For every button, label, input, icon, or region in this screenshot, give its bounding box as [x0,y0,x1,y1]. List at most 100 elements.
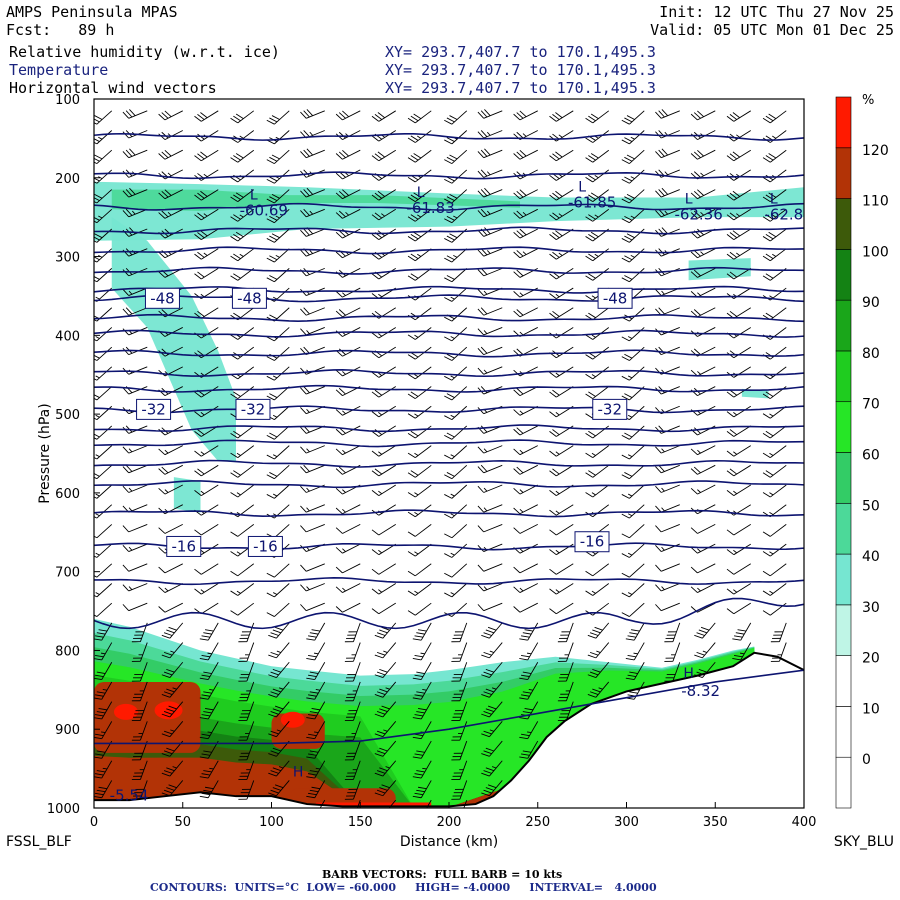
wind-barb [444,386,468,401]
barb-flag [125,149,133,157]
barb-half [164,489,169,493]
contour-note: CONTOURS: UNITS=°C LOW= -60.000 HIGH= -4… [150,881,657,894]
wind-barb [371,602,396,615]
barb-flag [300,111,307,119]
wind-barb [194,445,219,457]
barb-staff [342,523,361,534]
wind-barb [199,622,219,641]
barb-flag [693,348,701,355]
barb-half [522,251,527,255]
barb-flag [274,784,284,789]
wind-barb [268,721,290,738]
barb-half [772,214,777,218]
init-time: Init: 12 UTC Thu 27 Nov 25 [659,3,894,21]
barb-half [697,548,701,552]
barb-flag [477,525,485,533]
wind-barb [94,602,113,617]
y-tick-label: 1000 [47,802,80,817]
barb-flag [414,773,424,776]
barb-flag [549,509,557,516]
wind-barb [412,701,432,720]
barb-flag [410,155,419,161]
wind-barb [335,208,361,219]
barb-flag [194,391,202,398]
barb-flag [737,629,747,632]
y-tick-label: 100 [55,93,80,108]
wind-barb [94,583,113,598]
wind-barb [481,622,503,639]
barb-flag [624,472,633,477]
wind-barb [158,583,183,593]
barb-flag [300,604,307,611]
barb-flag [407,610,416,616]
wind-barb [519,721,539,740]
barb-flag [374,468,383,475]
barb-flag [94,138,100,142]
barb-flag [161,112,169,119]
wind-barb [122,602,148,612]
barb-flag [158,133,166,140]
barb-flag [379,629,388,634]
barb-flag [585,472,594,478]
barb-half [450,414,455,418]
barb-flag [410,115,419,122]
barb-flag [690,527,698,534]
wind-barb [477,208,503,218]
barb-flag [230,236,239,242]
barb-half [733,549,738,554]
barb-staff [237,602,255,616]
barb-flag [269,393,278,398]
wind-barb [585,110,610,124]
barb-flag [161,772,171,777]
barb-flag [624,432,633,438]
barb-flag [300,328,307,336]
isotherm-line [94,480,804,489]
barb-flag [201,674,211,677]
barb-flag [376,789,386,794]
barb-flag [658,386,665,394]
barb-flag [513,113,521,121]
low-marker: L [417,185,425,201]
wind-barb [374,780,397,797]
barb-flag [307,655,317,658]
barb-flag [122,584,130,592]
barb-flag [335,310,343,318]
barb-flag [235,192,244,198]
wind-barb [513,504,538,515]
barb-flag [377,151,385,158]
wind-barb [762,149,787,163]
barb-flag [311,629,321,632]
wind-barb [412,780,432,799]
barb-flag [519,736,528,740]
isotherm-line [94,577,804,586]
barb-flag [762,275,771,281]
barb-flag [726,155,735,162]
barb-half [278,766,284,769]
barb-flag [693,151,701,159]
wind-barb [335,523,361,534]
barb-flag [585,236,594,242]
barb-half [95,552,100,556]
barb-flag [483,789,492,794]
barb-flag [158,212,166,219]
barb-flag [94,279,98,283]
barb-flag [266,238,275,243]
barb-flag [194,194,202,201]
wind-barb [664,642,681,662]
barb-flag [270,770,279,774]
barb-flag [726,450,735,457]
barb-flag [272,708,282,713]
barb-flag [483,691,492,696]
barb-flag [585,433,594,439]
barb-flag [94,796,102,799]
barb-flag [163,750,173,755]
barb-flag [621,572,630,578]
barb-flag [230,334,239,340]
barb-flag [410,135,419,141]
barb-flag [377,112,385,119]
barb-flag [197,232,205,239]
barb-flag [122,170,130,178]
barb-flag [414,753,424,756]
barb-flag [338,230,346,237]
field-wind-xy: XY= 293.7,407.7 to 170.1,495.3 [385,79,656,97]
